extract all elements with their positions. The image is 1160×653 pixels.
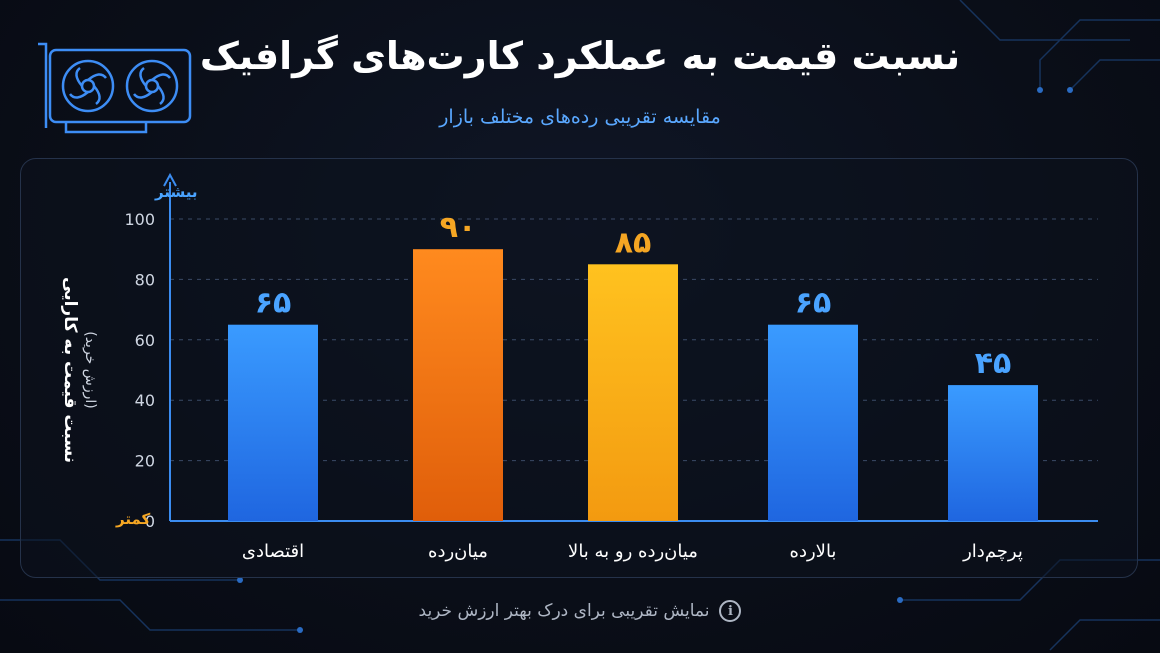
bar-5 (948, 385, 1038, 521)
bar-value-label: ۶۵ (795, 286, 832, 321)
y-tick-label: 100 (124, 210, 155, 229)
footer-note: i نمایش تقریبی برای درک بهتر ارزش خرید (0, 600, 1160, 622)
bar-3 (588, 264, 678, 521)
footer-note-text: نمایش تقریبی برای درک بهتر ارزش خرید (418, 601, 710, 621)
bar-value-label: ۹۰ (440, 210, 477, 245)
y-top-label: بیشتر (154, 183, 197, 201)
y-bottom-label: کمتر (115, 510, 151, 528)
y-axis-arrow (163, 172, 177, 187)
y-tick-label: 60 (135, 331, 155, 350)
chart-subtitle: مقایسه تقریبی رده‌های مختلف بازار (439, 106, 721, 128)
bar-value-label: ۴۵ (975, 346, 1012, 381)
info-icon: i (719, 600, 742, 622)
bar-value-label: ۶۵ (255, 286, 292, 321)
y-tick-label: 20 (135, 452, 155, 471)
y-tick-label: 80 (135, 270, 155, 289)
graphics-card-icon (38, 42, 192, 134)
bar-value-label: ۸۵ (615, 225, 652, 260)
x-tick-label: بالارده (790, 541, 837, 562)
x-tick-label: پرچم‌دار (962, 541, 1023, 562)
bar-4 (768, 324, 858, 521)
y-tick-label: 40 (135, 391, 155, 410)
bar-2 (413, 249, 503, 521)
y-axis-label: نسبت قیمت به کارایی (60, 277, 80, 463)
x-tick-label: میان‌رده رو به بالا (568, 541, 698, 562)
y-axis-sublabel: (ارزش خرید) (82, 331, 98, 409)
x-tick-label: میان‌رده (428, 541, 488, 562)
x-tick-label: اقتصادی (242, 541, 304, 562)
chart-title: نسبت قیمت به عملکرد کارت‌های گرافیک (199, 34, 961, 78)
bar-1 (228, 324, 318, 521)
y-tick-label: 0 (145, 512, 155, 531)
